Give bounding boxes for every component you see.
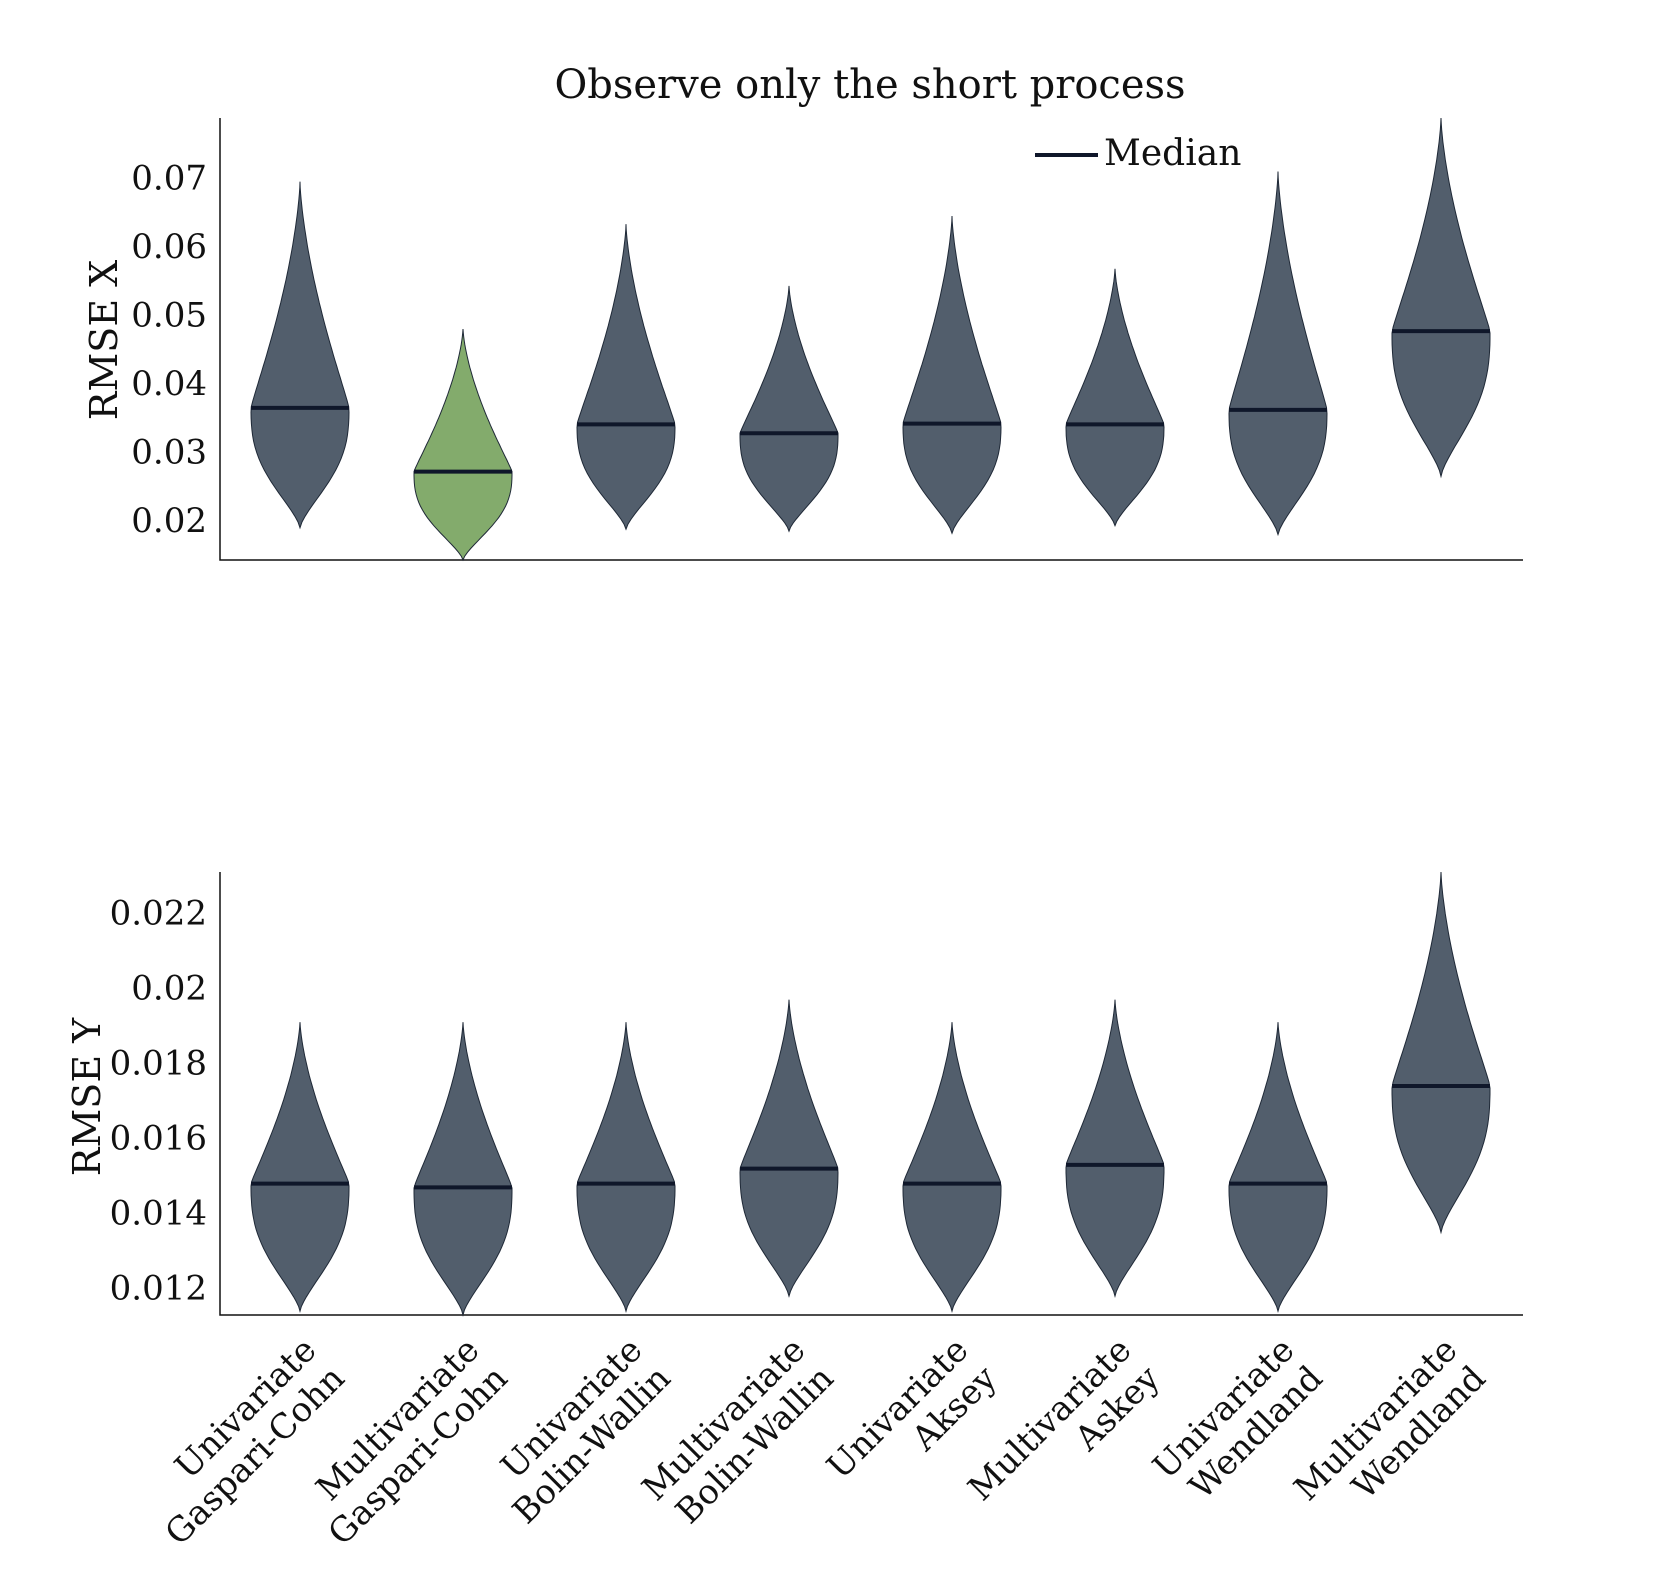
y-tick-label: 0.016: [110, 1119, 207, 1159]
y-tick-label: 0.022: [110, 893, 207, 933]
y-axis-label-rmse-x: RMSE X: [82, 260, 126, 420]
violin-univariate-wendland: [1228, 1022, 1328, 1313]
axes-rmse-y: [219, 872, 1523, 1316]
x-tick-label-univariate-gaspari-cohn: UnivariateGaspari-Cohn: [129, 1330, 352, 1553]
panel-rmse-y: RMSE Y 0.012 0.014 0.016 0.018 0.02 0.022: [65, 871, 1523, 1317]
x-axis-category-labels: UnivariateGaspari-CohnMultivariateGaspar…: [129, 1330, 1494, 1553]
y-tick-label: 0.014: [110, 1194, 207, 1234]
chart-title: Observe only the short process: [554, 62, 1185, 108]
violin-multivariate-gaspari-cohn: [413, 1022, 513, 1317]
panel-rmse-x: RMSE X 0.02 0.03 0.04 0.05 0.06 0.07: [82, 117, 1523, 562]
violin-univariate-gaspari-cohn: [250, 181, 350, 530]
y-tick-label: 0.06: [131, 227, 207, 267]
x-tick-label-multivariate-bolin-wallin: MultivariateBolin-Wallin: [635, 1330, 842, 1537]
legend: Median: [1035, 133, 1241, 174]
y-tick-label: 0.07: [131, 158, 207, 198]
x-tick-label-multivariate-askey: MultivariateAskey: [961, 1330, 1169, 1538]
x-tick-label-multivariate-wendland: MultivariateWendland: [1287, 1330, 1494, 1537]
y-tick-label: 0.012: [110, 1269, 207, 1309]
violin-univariate-bolin-wallin: [576, 224, 676, 531]
x-tick-label-univariate-bolin-wallin: UnivariateBolin-Wallin: [477, 1330, 679, 1532]
violin-multivariate-wendland: [1391, 117, 1491, 479]
y-tick-label: 0.02: [131, 501, 207, 541]
violin-univariate-gaspari-cohn: [250, 1022, 350, 1313]
y-axis-label-rmse-y: RMSE Y: [65, 1017, 109, 1176]
y-tick-label: 0.02: [131, 968, 207, 1008]
violin-univariate-aksey: [902, 215, 1002, 535]
violin-univariate-aksey: [902, 1022, 1002, 1313]
violin-univariate-bolin-wallin: [576, 1022, 676, 1313]
violin-multivariate-bolin-wallin: [739, 999, 839, 1298]
axes-rmse-x: [219, 118, 1523, 561]
y-tick-label: 0.05: [131, 295, 207, 335]
y-tick-label: 0.03: [131, 432, 207, 472]
violin-multivariate-askey: [1065, 999, 1165, 1299]
violin-multivariate-gaspari-cohn: [413, 329, 513, 562]
violin-univariate-wendland: [1228, 171, 1328, 537]
violin-multivariate-askey: [1065, 268, 1165, 528]
y-tick-label: 0.018: [110, 1043, 207, 1083]
violin-multivariate-bolin-wallin: [739, 285, 839, 533]
y-tick-label: 0.04: [131, 364, 207, 404]
legend-median-label: Median: [1104, 133, 1241, 174]
violin-multivariate-wendland: [1391, 871, 1491, 1235]
